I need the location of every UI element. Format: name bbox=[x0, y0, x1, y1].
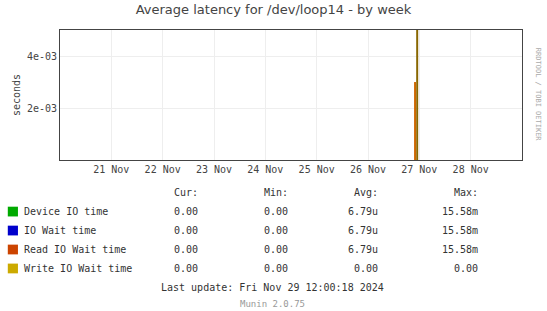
svg-text:0.00: 0.00 bbox=[354, 263, 378, 274]
svg-text:15.58m: 15.58m bbox=[442, 244, 478, 255]
svg-text:Average latency for /dev/loop1: Average latency for /dev/loop14 - by wee… bbox=[136, 2, 412, 17]
svg-text:Max:: Max: bbox=[454, 187, 478, 198]
svg-text:Read IO Wait time: Read IO Wait time bbox=[24, 244, 126, 255]
svg-text:23 Nov: 23 Nov bbox=[196, 164, 232, 175]
svg-text:seconds: seconds bbox=[11, 74, 22, 116]
svg-text:Avg:: Avg: bbox=[354, 187, 378, 198]
svg-text:Device IO time: Device IO time bbox=[24, 206, 108, 217]
svg-text:Write IO Wait time: Write IO Wait time bbox=[24, 263, 132, 274]
svg-text:Last update: Fri Nov 29 12:00:: Last update: Fri Nov 29 12:00:18 2024 bbox=[161, 282, 384, 293]
svg-text:0.00: 0.00 bbox=[174, 244, 198, 255]
svg-text:27 Nov: 27 Nov bbox=[401, 164, 437, 175]
svg-text:0.00: 0.00 bbox=[174, 263, 198, 274]
svg-text:2e-03: 2e-03 bbox=[27, 103, 57, 114]
svg-text:6.79u: 6.79u bbox=[348, 225, 378, 236]
svg-text:22 Nov: 22 Nov bbox=[145, 164, 181, 175]
svg-text:0.00: 0.00 bbox=[454, 263, 478, 274]
svg-text:6.79u: 6.79u bbox=[348, 206, 378, 217]
svg-text:0.00: 0.00 bbox=[264, 225, 288, 236]
svg-text:0.00: 0.00 bbox=[174, 206, 198, 217]
svg-text:28 Nov: 28 Nov bbox=[453, 164, 489, 175]
svg-text:RRDTOOL / TOBI OETIKER: RRDTOOL / TOBI OETIKER bbox=[534, 48, 542, 142]
svg-text:0.00: 0.00 bbox=[174, 225, 198, 236]
svg-text:6.79u: 6.79u bbox=[348, 244, 378, 255]
svg-text:26 Nov: 26 Nov bbox=[350, 164, 386, 175]
svg-text:0.00: 0.00 bbox=[264, 263, 288, 274]
svg-text:0.00: 0.00 bbox=[264, 206, 288, 217]
svg-text:4e-03: 4e-03 bbox=[27, 51, 57, 62]
svg-text:0.00: 0.00 bbox=[264, 244, 288, 255]
svg-text:Cur:: Cur: bbox=[174, 187, 198, 198]
svg-text:24 Nov: 24 Nov bbox=[247, 164, 283, 175]
svg-text:21 Nov: 21 Nov bbox=[93, 164, 129, 175]
svg-text:IO Wait time: IO Wait time bbox=[24, 225, 96, 236]
svg-text:15.58m: 15.58m bbox=[442, 225, 478, 236]
svg-text:25 Nov: 25 Nov bbox=[299, 164, 335, 175]
svg-text:15.58m: 15.58m bbox=[442, 206, 478, 217]
svg-text:Munin 2.0.75: Munin 2.0.75 bbox=[240, 299, 305, 309]
svg-text:Min:: Min: bbox=[264, 187, 288, 198]
